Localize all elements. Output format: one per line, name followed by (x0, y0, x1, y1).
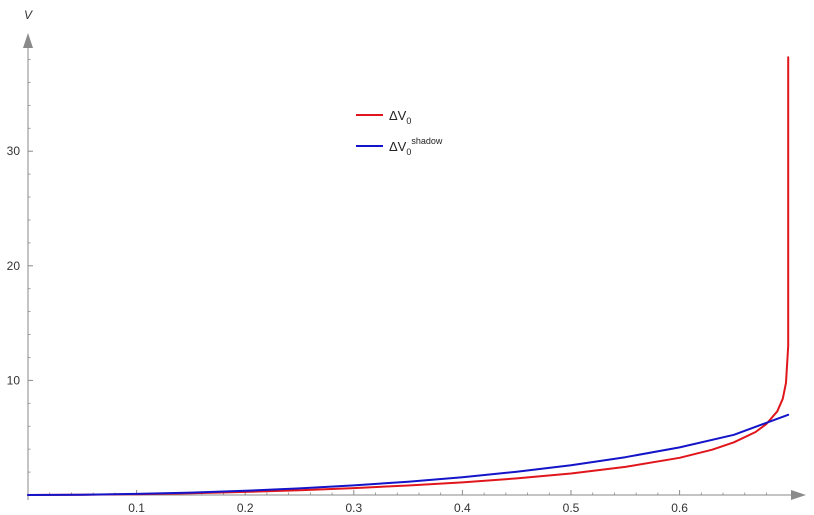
legend-label-0: ΔV0 (389, 108, 411, 126)
x-tick-label: 0.3 (345, 501, 362, 515)
legend-label-1: ΔV0shadow (389, 136, 443, 157)
series-line-1 (27, 413, 790, 496)
x-tick-label: 0.4 (454, 501, 471, 515)
y-tick-label: 20 (7, 259, 21, 273)
x-tick-label: 0.2 (237, 501, 254, 515)
y-tick-label: 30 (7, 144, 21, 158)
x-tick-label: 0.5 (563, 501, 580, 515)
y-axis-label: V (24, 8, 33, 22)
series-layer (27, 56, 790, 496)
ticks: 0.1 0.2 0.3 0.4 0.5 0.6 10 20 30 (7, 59, 767, 515)
y-tick-label: 10 (7, 373, 21, 387)
legend: ΔV0 ΔV0shadow (356, 108, 443, 157)
x-tick-label: 0.1 (128, 501, 145, 515)
y-axis-arrow (23, 33, 33, 48)
x-tick-label: 0.6 (671, 501, 688, 515)
axes (23, 33, 806, 500)
x-axis-arrow (791, 490, 806, 500)
